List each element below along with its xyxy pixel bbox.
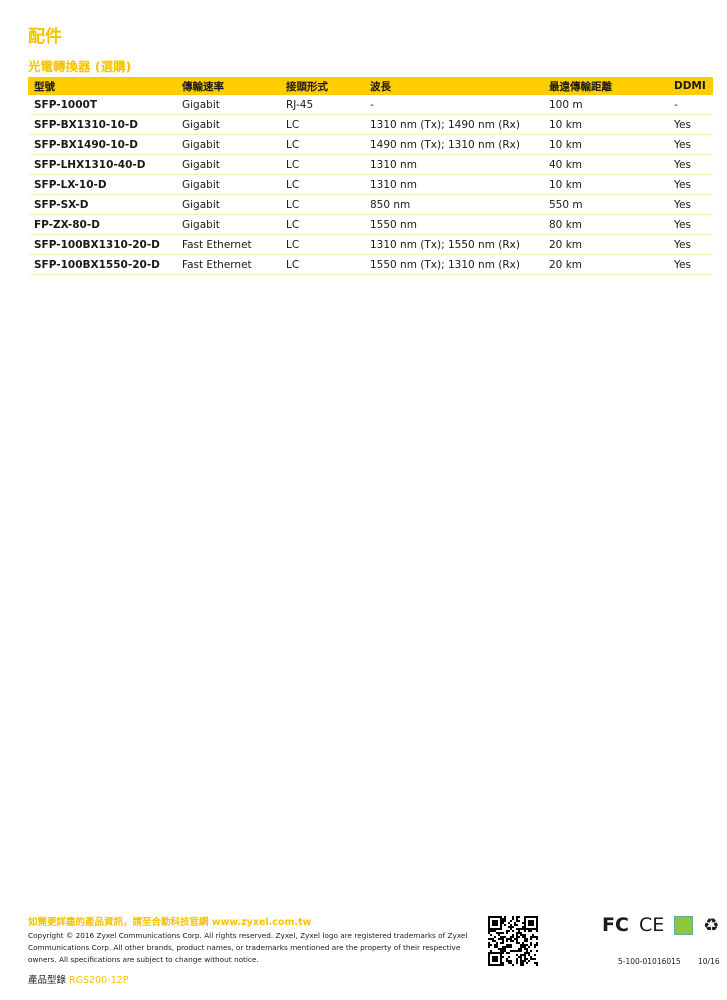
table-row: SFP-100BX1310-20-D Fast Ethernet LC 1310 nm… bbox=[28, 234, 713, 255]
cell-distance: 100 m bbox=[543, 95, 668, 115]
product-line: 產品型錄 RGS200-12P bbox=[28, 972, 128, 986]
cell-connector: LC bbox=[280, 154, 364, 175]
cell-speed: Gigabit bbox=[176, 194, 280, 215]
cell-distance: 550 m bbox=[543, 194, 668, 215]
cell-speed: Gigabit bbox=[176, 95, 280, 115]
cell-ddmi: - bbox=[668, 95, 713, 115]
ce-logo: CE bbox=[638, 914, 665, 936]
cell-ddmi: Yes bbox=[668, 234, 713, 255]
header-distance: 最遠傳輸距離 bbox=[543, 77, 668, 95]
cell-model: SFP-1000T bbox=[28, 95, 176, 115]
cell-wavelength: 850 nm bbox=[364, 194, 543, 215]
cell-speed: Gigabit bbox=[176, 154, 280, 175]
header-model: 型號 bbox=[28, 77, 176, 95]
cell-speed: Gigabit bbox=[176, 114, 280, 135]
doc-date: 10/16 bbox=[698, 957, 720, 966]
cell-ddmi: Yes bbox=[668, 154, 713, 175]
cell-distance: 20 km bbox=[543, 234, 668, 255]
table-header: 型號 傳輸速率 接頭形式 波長 最遠傳輸距離 DDMI bbox=[28, 77, 713, 95]
cell-connector: LC bbox=[280, 134, 364, 155]
cell-wavelength: 1310 nm bbox=[364, 154, 543, 175]
table-row: SFP-100BX1550-20-D Fast Ethernet LC 1550 nm… bbox=[28, 254, 713, 275]
cell-ddmi: Yes bbox=[668, 194, 713, 215]
table-row: SFP-LX-10-D Gigabit LC 1310 nm 10 km Yes bbox=[28, 174, 713, 195]
section-title: 光電轉換器 (選購) bbox=[28, 59, 132, 74]
copyright-text: Copyright © 2016 Zyxel Communications Co… bbox=[28, 931, 468, 964]
doc-number: 5-100-01016015 bbox=[618, 957, 681, 966]
cell-model: SFP-100BX1310-20-D bbox=[28, 234, 176, 255]
cell-connector: RJ-45 bbox=[280, 95, 364, 115]
cell-model: SFP-SX-D bbox=[28, 194, 176, 215]
table-row: SFP-BX1490-10-D Gigabit LC 1490 nm (Tx); 13… bbox=[28, 134, 713, 155]
cell-distance: 20 km bbox=[543, 254, 668, 275]
cell-ddmi: Yes bbox=[668, 214, 713, 235]
cell-distance: 80 km bbox=[543, 214, 668, 235]
cell-distance: 10 km bbox=[543, 134, 668, 155]
cell-model: SFP-BX1310-10-D bbox=[28, 114, 176, 135]
cell-model: FP-ZX-80-D bbox=[28, 214, 176, 235]
cell-model: SFP-LX-10-D bbox=[28, 174, 176, 195]
rohs-icon bbox=[674, 915, 694, 935]
info-link[interactable]: 如需更詳盡的產品資訊，請至合勤科技官網 www.zyxel.com.tw bbox=[28, 917, 312, 928]
header-wavelength: 波長 bbox=[364, 77, 543, 95]
product-label: 產品型錄 bbox=[28, 975, 67, 986]
cell-distance: 10 km bbox=[543, 114, 668, 135]
cell-model: SFP-100BX1550-20-D bbox=[28, 254, 176, 275]
fcc-logo: FC bbox=[602, 914, 629, 936]
header-connector: 接頭形式 bbox=[280, 77, 364, 95]
cell-ddmi: Yes bbox=[668, 254, 713, 275]
header-ddmi: DDMI bbox=[668, 77, 713, 95]
cell-wavelength: 1490 nm (Tx); 1310 nm (Rx) bbox=[364, 134, 543, 155]
cell-model: SFP-LHX1310-40-D bbox=[28, 154, 176, 175]
cell-wavelength: 1550 nm bbox=[364, 214, 543, 235]
product-code: RGS200-12P bbox=[69, 975, 129, 986]
cell-distance: 40 km bbox=[543, 154, 668, 175]
cell-wavelength: 1550 nm (Tx); 1310 nm (Rx) bbox=[364, 254, 543, 275]
cell-connector: LC bbox=[280, 234, 364, 255]
cell-wavelength: 1310 nm (Tx); 1550 nm (Rx) bbox=[364, 234, 543, 255]
table-row: SFP-BX1310-10-D Gigabit LC 1310 nm (Tx); 14… bbox=[28, 114, 713, 135]
recycle-icon: ♻ bbox=[703, 914, 720, 936]
cell-ddmi: Yes bbox=[668, 134, 713, 155]
table-row: FP-ZX-80-D Gigabit LC 1550 nm 80 km Yes bbox=[28, 214, 713, 235]
cell-connector: LC bbox=[280, 174, 364, 195]
cell-speed: Gigabit bbox=[176, 214, 280, 235]
table-row: SFP-SX-D Gigabit LC 850 nm 550 m Yes bbox=[28, 194, 713, 215]
header-speed: 傳輸速率 bbox=[176, 77, 280, 95]
table-row: SFP-LHX1310-40-D Gigabit LC 1310 nm 40 km Yes bbox=[28, 154, 713, 175]
cell-speed: Fast Ethernet bbox=[176, 234, 280, 255]
certifications: FC CE ♻ bbox=[602, 914, 719, 936]
cell-speed: Gigabit bbox=[176, 134, 280, 155]
cell-ddmi: Yes bbox=[668, 174, 713, 195]
table-row: SFP-1000T Gigabit RJ-45-100 m- bbox=[28, 95, 713, 115]
cell-wavelength: 1310 nm (Tx); 1490 nm (Rx) bbox=[364, 114, 543, 135]
cell-distance: 10 km bbox=[543, 174, 668, 195]
cell-wavelength: 1310 nm bbox=[364, 174, 543, 195]
cell-wavelength: - bbox=[364, 95, 543, 115]
cell-speed: Fast Ethernet bbox=[176, 254, 280, 275]
cell-ddmi: Yes bbox=[668, 114, 713, 135]
cell-connector: LC bbox=[280, 214, 364, 235]
qr-code bbox=[488, 916, 538, 966]
cell-speed: Gigabit bbox=[176, 174, 280, 195]
cell-connector: LC bbox=[280, 254, 364, 275]
page-title: 配件 bbox=[28, 27, 62, 47]
cell-connector: LC bbox=[280, 194, 364, 215]
cell-connector: LC bbox=[280, 114, 364, 135]
sfp-table: 型號 傳輸速率 接頭形式 波長 最遠傳輸距離 DDMI SFP-1000T Gig… bbox=[28, 77, 713, 275]
cell-model: SFP-BX1490-10-D bbox=[28, 134, 176, 155]
